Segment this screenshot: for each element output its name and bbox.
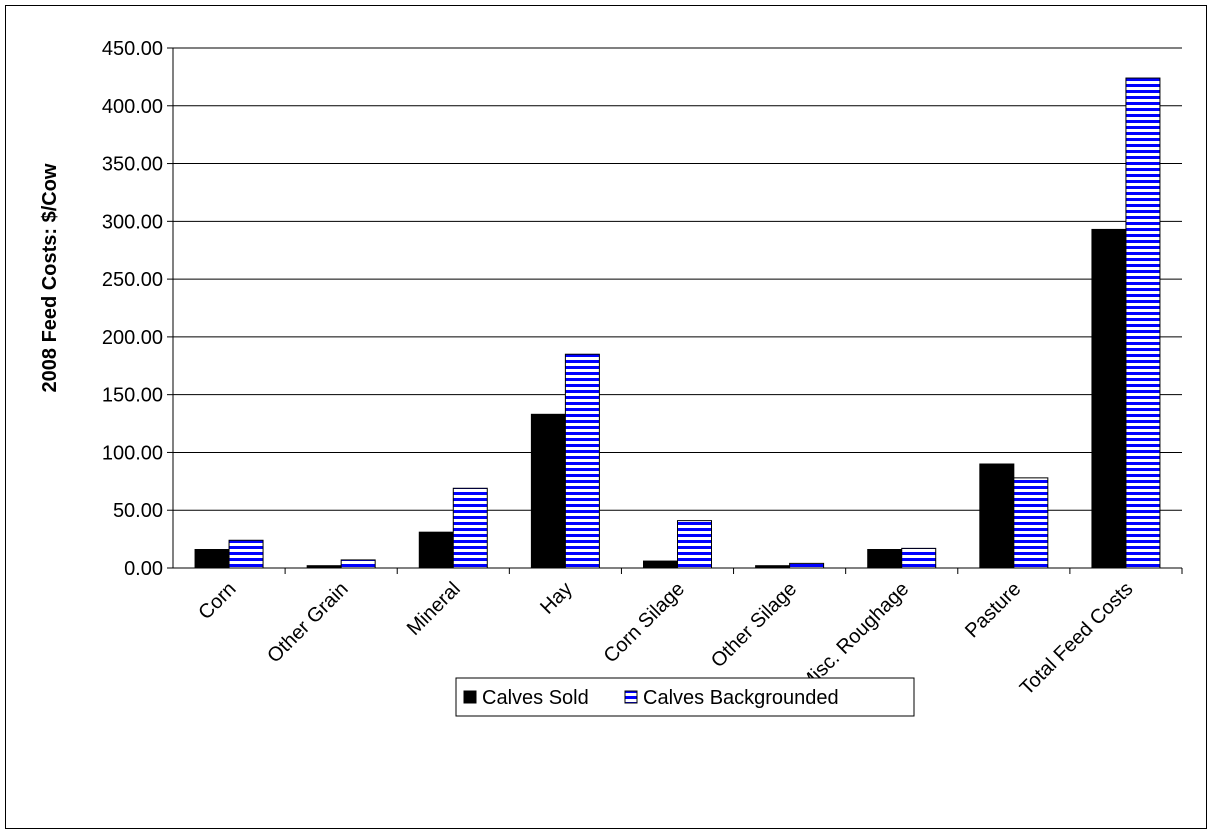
bar-calves-backgrounded xyxy=(901,547,937,569)
y-tick-label: 100.00 xyxy=(102,442,163,464)
bar-calves-backgrounded xyxy=(340,559,376,569)
x-category-label: Corn xyxy=(194,578,240,624)
y-tick-label: 250.00 xyxy=(102,269,163,291)
y-tick-label: 400.00 xyxy=(102,96,163,118)
x-category-label: Total Feed Costs xyxy=(1016,578,1138,700)
gridlines xyxy=(167,47,1182,569)
bar-calves-backgrounded xyxy=(677,520,712,569)
x-category-label: Other Grain xyxy=(263,578,352,667)
legend-label-calves-sold: Calves Sold xyxy=(482,687,589,709)
bar-calves-sold xyxy=(1091,228,1127,569)
y-tick-label: 200.00 xyxy=(102,327,163,349)
legend-label-calves-backgrounded: Calves Backgrounded xyxy=(643,687,839,709)
bar-calves-backgrounded xyxy=(789,562,825,569)
bar-calves-backgrounded xyxy=(452,487,488,569)
y-tick-label: 350.00 xyxy=(102,154,163,176)
legend: Calves Sold Calves Backgrounded xyxy=(455,677,915,717)
bar-calves-sold xyxy=(643,560,678,569)
legend-swatch-calves-sold xyxy=(463,690,477,704)
bar-calves-backgrounded xyxy=(564,353,600,569)
bar-chart: 0.00 50.00 100.00 150.00 200.00 250.00 300.00 3… xyxy=(39,38,1183,717)
bar-calves-sold xyxy=(194,549,230,569)
y-tick-label: 50.00 xyxy=(113,500,163,522)
legend-swatch-calves-backgrounded xyxy=(624,690,638,704)
y-tick-label: 450.00 xyxy=(102,38,163,60)
bar-calves-backgrounded xyxy=(1013,477,1049,569)
y-tick-labels: 0.00 50.00 100.00 150.00 200.00 250.00 300.00 3… xyxy=(102,38,163,580)
y-axis-label: 2008 Feed Costs: $/Cow xyxy=(39,163,61,392)
x-category-label: Pasture xyxy=(961,578,1025,642)
y-tick-label: 150.00 xyxy=(102,385,163,407)
bar-calves-sold xyxy=(418,531,454,569)
bar-calves-backgrounded xyxy=(228,539,264,569)
y-tick-label: 0.00 xyxy=(124,558,163,580)
bars xyxy=(194,77,1161,569)
x-category-label: Other Silage xyxy=(707,578,801,672)
chart-frame: 0.00 50.00 100.00 150.00 200.00 250.00 300.00 3… xyxy=(5,5,1207,829)
bar-calves-sold xyxy=(979,463,1015,569)
axes xyxy=(172,48,1183,574)
bar-calves-sold xyxy=(867,549,903,569)
y-tick-label: 300.00 xyxy=(102,211,163,233)
x-category-label: Corn Silage xyxy=(600,578,689,667)
x-category-label: Hay xyxy=(536,578,577,619)
bar-calves-sold xyxy=(530,413,566,569)
bar-calves-backgrounded xyxy=(1125,77,1161,569)
x-category-label: Mineral xyxy=(403,578,465,640)
